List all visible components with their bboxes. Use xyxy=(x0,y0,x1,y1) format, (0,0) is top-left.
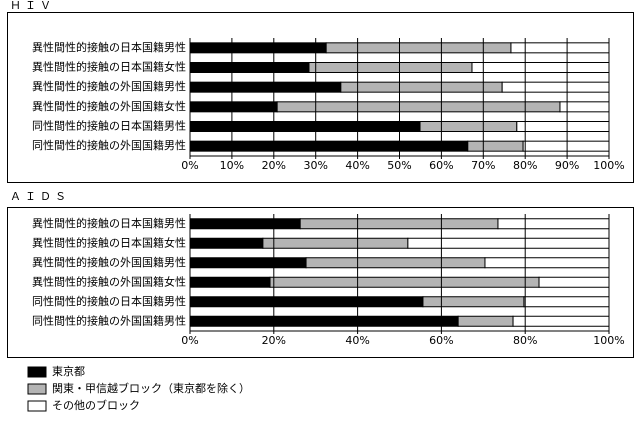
category-label: 異性間性的接触の外国国籍女性 xyxy=(32,99,186,113)
x-tick-label: 80% xyxy=(513,334,537,347)
category-label: 同性間性的接触の外国国籍男性 xyxy=(32,138,186,152)
category-label: 異性間性的接触の日本国籍男性 xyxy=(32,216,186,230)
bar-segment xyxy=(308,62,473,73)
bar-segment xyxy=(467,140,524,152)
bar-segment xyxy=(189,315,459,327)
x-tick-label: 100% xyxy=(593,159,624,172)
x-tick-label: 20% xyxy=(262,334,286,347)
category-label: 同性間性的接触の外国国籍男性 xyxy=(32,313,186,327)
bar-segment xyxy=(189,257,307,269)
x-tick-label: 60% xyxy=(429,159,453,172)
x-tick-label: 0% xyxy=(181,159,198,172)
chart-title: ＨＩＶ xyxy=(10,0,55,12)
x-tick-label: 10% xyxy=(220,159,244,172)
chart-frame xyxy=(7,12,634,183)
bar-segment xyxy=(189,296,424,308)
bar-segment xyxy=(262,237,409,249)
category-label: 同性間性的接触の日本国籍男性 xyxy=(32,119,186,133)
bar-segment xyxy=(516,121,610,132)
x-tick-label: 70% xyxy=(471,159,495,172)
bar-segment xyxy=(419,121,518,132)
x-tick-label: 60% xyxy=(429,334,453,347)
x-tick-label: 90% xyxy=(555,159,579,172)
category-label: 異性間性的接触の外国国籍女性 xyxy=(32,274,186,288)
bar-segment xyxy=(512,315,610,327)
chart-frame xyxy=(7,207,634,358)
bar-segment xyxy=(276,101,561,113)
category-label: 異性間性的接触の日本国籍女性 xyxy=(32,60,186,74)
x-tick-label: 20% xyxy=(262,159,286,172)
legend-label: 関東・甲信越ブロック（東京都を除く） xyxy=(52,381,250,395)
bar-segment xyxy=(522,140,610,152)
legend-swatch xyxy=(27,383,47,395)
legend-label: 東京都 xyxy=(52,364,85,378)
bar-segment xyxy=(189,276,271,288)
x-tick-label: 40% xyxy=(345,334,369,347)
x-tick-label: 50% xyxy=(387,159,411,172)
legend-swatch xyxy=(27,400,47,412)
category-label: 異性間性的接触の日本国籍男性 xyxy=(32,40,186,54)
legend-label: その他のブロック xyxy=(52,398,140,412)
bar-segment xyxy=(538,276,610,288)
bar-segment xyxy=(523,296,610,308)
chart-title: ＡＩＤＳ xyxy=(10,190,70,203)
x-tick-label: 80% xyxy=(513,159,537,172)
bar-segment xyxy=(471,62,610,73)
legend-swatch xyxy=(27,366,47,378)
bar-segment xyxy=(189,42,327,54)
bar-segment xyxy=(340,81,503,93)
category-label: 異性間性的接触の外国国籍男性 xyxy=(32,79,186,93)
x-tick-label: 40% xyxy=(345,159,369,172)
bar-segment xyxy=(501,81,610,93)
bar-segment xyxy=(497,218,610,230)
bar-segment xyxy=(457,315,514,327)
bar-segment xyxy=(189,81,342,93)
x-tick-label: 100% xyxy=(593,334,624,347)
bar-segment xyxy=(189,218,301,230)
x-tick-label: 30% xyxy=(303,159,327,172)
bar-segment xyxy=(422,296,525,308)
category-label: 同性間性的接触の日本国籍男性 xyxy=(32,294,186,308)
bar-segment xyxy=(189,121,421,132)
bar-segment xyxy=(269,276,540,288)
bar-segment xyxy=(189,237,264,249)
bar-segment xyxy=(484,257,610,269)
bar-segment xyxy=(299,218,499,230)
category-label: 異性間性的接触の外国国籍男性 xyxy=(32,255,186,269)
x-tick-label: 0% xyxy=(181,334,198,347)
bar-segment xyxy=(407,237,610,249)
category-label: 異性間性的接触の日本国籍女性 xyxy=(32,235,186,249)
bar-segment xyxy=(189,62,310,73)
bar-segment xyxy=(189,101,278,113)
bar-segment xyxy=(305,257,486,269)
